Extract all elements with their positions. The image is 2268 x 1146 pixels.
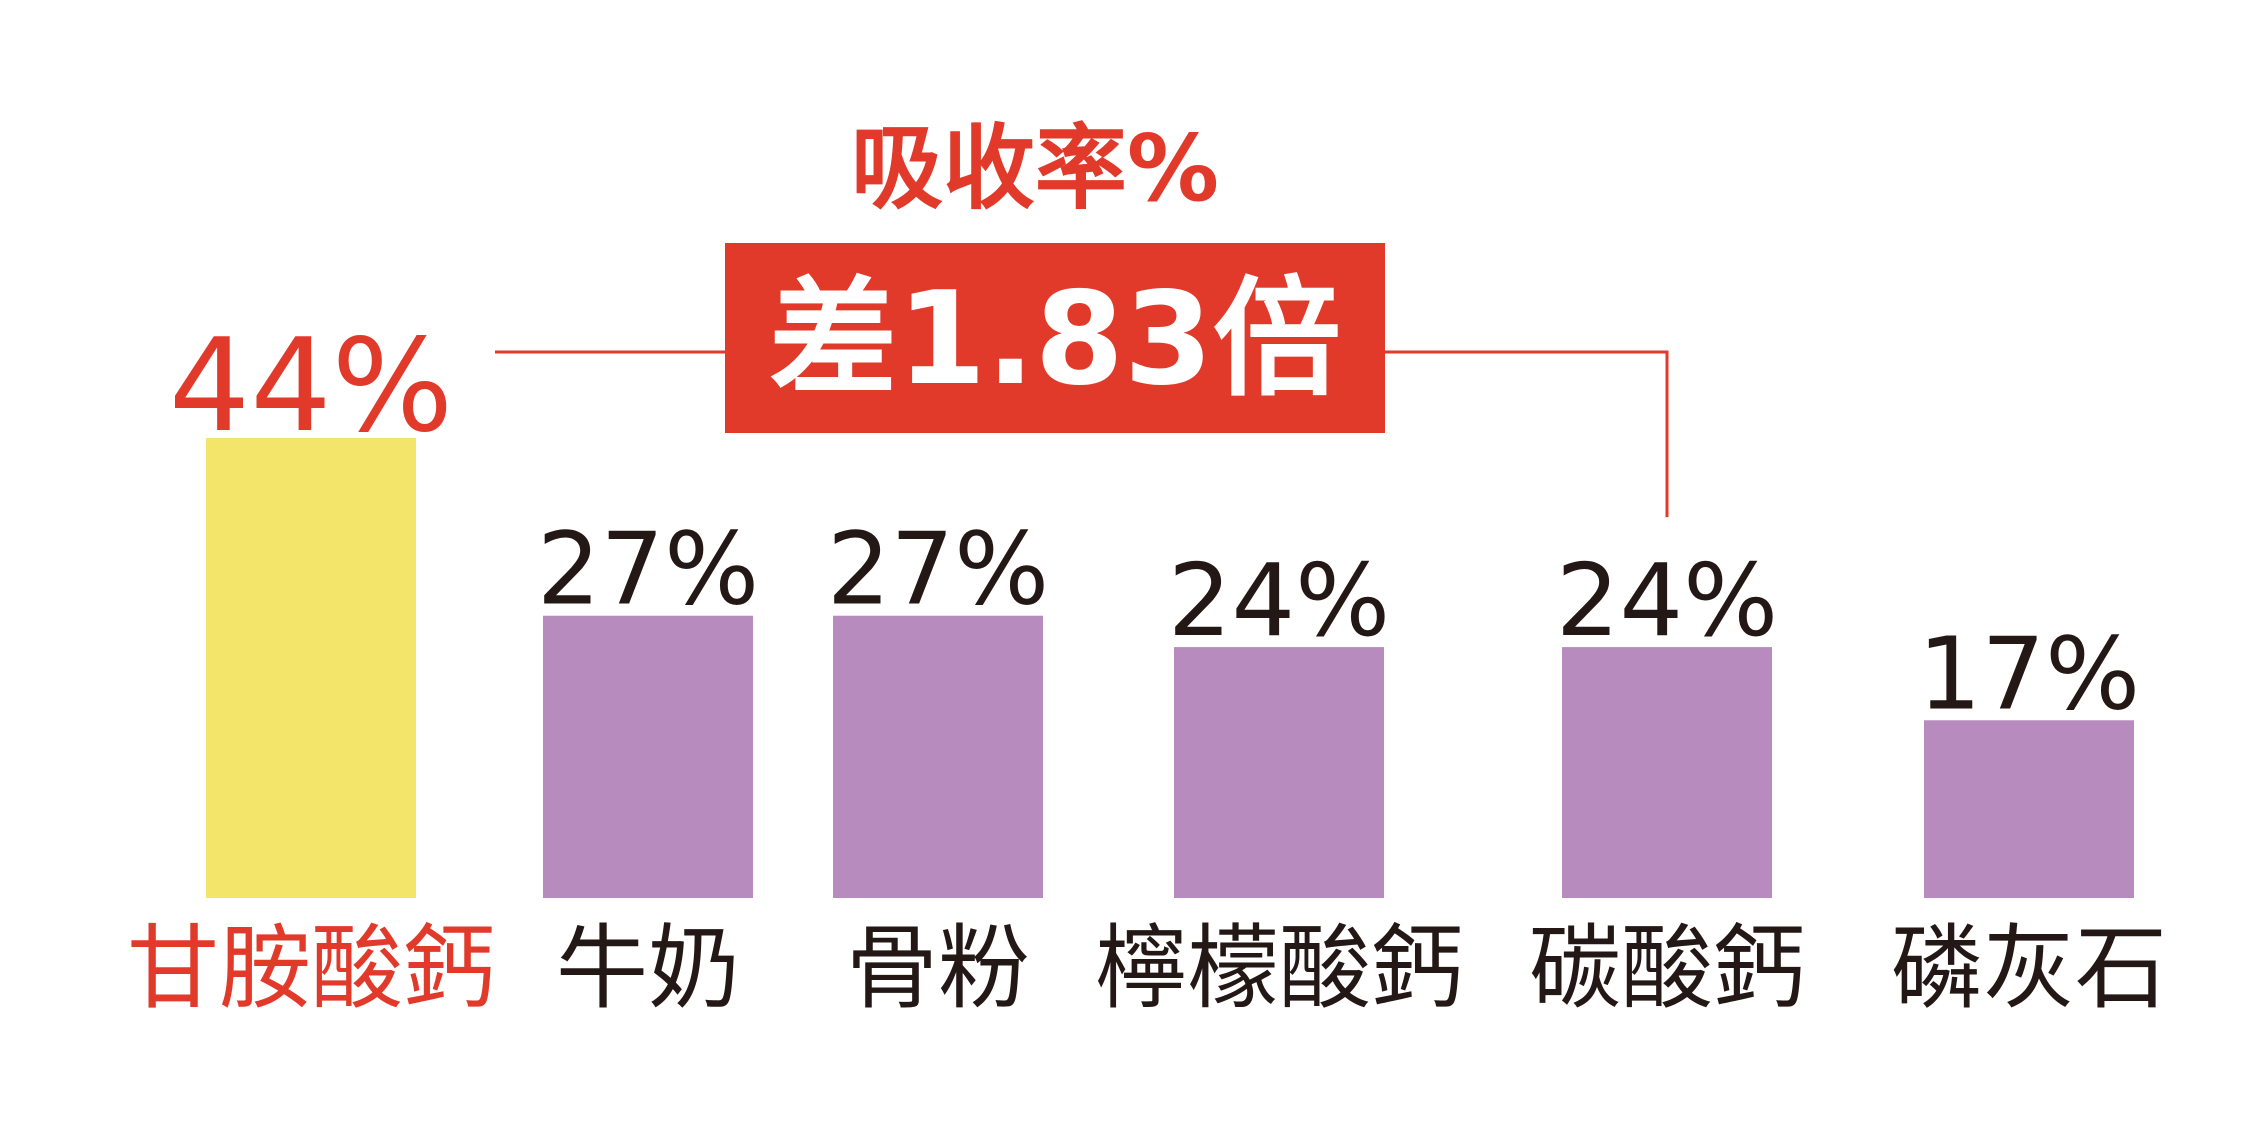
annotation-box [725, 243, 1385, 433]
category-label-2: 牛奶 [556, 915, 740, 1022]
value-label-4: 24% [1168, 542, 1390, 659]
bar-2 [543, 615, 753, 898]
bar-4 [1174, 647, 1384, 898]
category-label-3: 骨粉 [846, 915, 1030, 1022]
category-label-4: 檸檬酸鈣 [1095, 915, 1463, 1022]
bar-1 [206, 438, 416, 898]
value-label-1: 44% [169, 312, 454, 461]
bar-3 [833, 615, 1043, 898]
annotation-layer: 吸收率% 差1.83倍 [495, 115, 1669, 518]
value-label-2: 27% [537, 511, 759, 628]
value-label-3: 27% [827, 511, 1049, 628]
category-labels-layer: 甘胺酸鈣 牛奶 骨粉 檸檬酸鈣 碳酸鈣 磷灰石 [127, 915, 2167, 1022]
bar-5 [1562, 647, 1772, 898]
category-label-5: 碳酸鈣 [1529, 915, 1805, 1022]
category-label-1: 甘胺酸鈣 [127, 915, 495, 1022]
annotation-text: 差1.83倍 [769, 265, 1341, 414]
value-labels-layer: 44% 27% 27% 24% 24% 17% [169, 312, 2140, 732]
bars-layer [206, 438, 2134, 898]
value-label-5: 24% [1556, 542, 1778, 659]
bar-6 [1924, 720, 2134, 898]
category-label-6: 磷灰石 [1891, 915, 2167, 1022]
value-label-6: 17% [1918, 615, 2140, 732]
chart-title: 吸收率% [851, 115, 1219, 222]
